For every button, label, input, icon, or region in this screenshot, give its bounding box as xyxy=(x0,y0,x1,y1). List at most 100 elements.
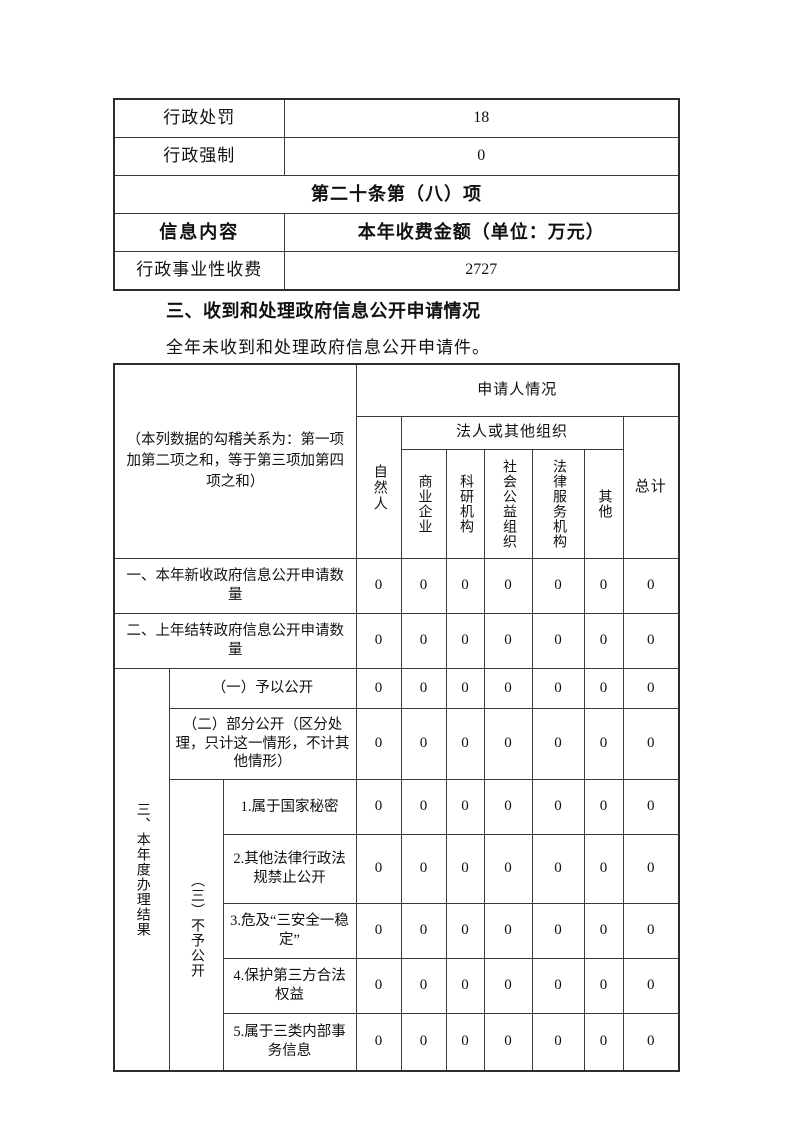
row-value-admin-fee: 2727 xyxy=(283,251,680,291)
cell-internal-commercial: 0 xyxy=(400,1013,447,1072)
section-heading: 三、收到和处理政府信息公开申请情况 xyxy=(166,301,481,321)
cell-security-welfare: 0 xyxy=(483,903,533,959)
cell-internal-total: 0 xyxy=(622,1013,680,1072)
row-label-third-party-rights: 4.保护第三方合法权益 xyxy=(222,958,357,1014)
cell-new-received-commercial: 0 xyxy=(400,558,447,614)
article-20-item-8-title: 第二十条第（八）项 xyxy=(113,175,680,214)
row-value-admin-penalty: 18 xyxy=(283,98,680,138)
cell-partial-total: 0 xyxy=(622,708,680,780)
row-label-state-secret: 1.属于国家秘密 xyxy=(222,779,357,835)
cell-partial-research: 0 xyxy=(445,708,485,780)
row-label-law-prohibited: 2.其他法律行政法规禁止公开 xyxy=(222,834,357,904)
table-row-carried-over: 二、上年结转政府信息公开申请数量 0 0 0 0 0 0 0 xyxy=(113,613,680,669)
column-header-fee-amount: 本年收费金额（单位：万元） xyxy=(283,213,680,252)
cell-internal-natural: 0 xyxy=(355,1013,402,1072)
column-header-info-content: 信息内容 xyxy=(113,213,285,252)
cell-internal-research: 0 xyxy=(445,1013,485,1072)
header-legal-service-institution: 法律服务机构 xyxy=(531,449,585,559)
cell-prohibited-research: 0 xyxy=(445,834,485,904)
cell-internal-other: 0 xyxy=(583,1013,624,1072)
cell-secret-research: 0 xyxy=(445,779,485,835)
cell-carried-over-legal: 0 xyxy=(531,613,585,669)
cell-secret-other: 0 xyxy=(583,779,624,835)
cell-thirdparty-natural: 0 xyxy=(355,958,402,1014)
table-row-not-disclosed-5: 5.属于三类内部事务信息 0 0 0 0 0 0 0 xyxy=(114,1013,680,1072)
cell-new-received-research: 0 xyxy=(445,558,485,614)
cell-thirdparty-total: 0 xyxy=(622,958,680,1014)
group-label-not-disclosed: （三）不予公开 xyxy=(168,779,224,1072)
header-applicant-situation: 申请人情况 xyxy=(355,363,680,417)
group-label-processing-results: 三、本年度办理结果 xyxy=(113,668,170,1072)
cell-disclosed-natural: 0 xyxy=(355,668,402,709)
cell-partial-natural: 0 xyxy=(355,708,402,780)
row-label-disclosed: （一）予以公开 xyxy=(168,668,357,709)
table-row-not-disclosed-3: 3.危及“三安全一稳定” 0 0 0 0 0 0 0 xyxy=(114,903,680,959)
table-row-new-received: 一、本年新收政府信息公开申请数量 0 0 0 0 0 0 0 xyxy=(113,558,680,614)
table-header-row-3: 商业企业 科研机构 社会公益组织 法律服务机构 其他 xyxy=(114,449,679,559)
table-row-section-title: 第二十条第（八）项 xyxy=(113,175,680,214)
cell-carried-over-commercial: 0 xyxy=(400,613,447,669)
cell-internal-legal: 0 xyxy=(531,1013,585,1072)
cell-partial-commercial: 0 xyxy=(400,708,447,780)
cell-partial-other: 0 xyxy=(583,708,624,780)
table-row-not-disclosed-2: 2.其他法律行政法规禁止公开 0 0 0 0 0 0 0 xyxy=(114,834,680,904)
header-total: 总计 xyxy=(622,416,680,559)
cell-disclosed-other: 0 xyxy=(583,668,624,709)
table-row-not-disclosed-1: （三）不予公开 1.属于国家秘密 0 0 0 0 0 0 0 xyxy=(114,779,680,1072)
row-label-new-received: 一、本年新收政府信息公开申请数量 xyxy=(113,558,357,614)
cell-security-total: 0 xyxy=(622,903,680,959)
cell-thirdparty-welfare: 0 xyxy=(483,958,533,1014)
cell-new-received-other: 0 xyxy=(583,558,624,614)
row-label-admin-penalty: 行政处罚 xyxy=(113,98,285,138)
cell-secret-commercial: 0 xyxy=(400,779,447,835)
table-row-not-disclosed-4: 4.保护第三方合法权益 0 0 0 0 0 0 0 xyxy=(114,958,680,1014)
table-header-row-2: 自然人 法人或其他组织 总计 xyxy=(114,416,680,559)
cell-new-received-welfare: 0 xyxy=(483,558,533,614)
row-label-internal-affairs: 5.属于三类内部事务信息 xyxy=(222,1013,357,1072)
table-header-row-1: （本列数据的勾稽关系为：第一项加第二项之和，等于第三项加第四项之和） 申请人情况 xyxy=(113,363,680,559)
header-natural-person: 自然人 xyxy=(355,416,402,559)
table-row-disclosed: 三、本年度办理结果 （一）予以公开 0 0 0 0 0 0 0 xyxy=(113,668,680,1072)
cell-carried-over-total: 0 xyxy=(622,613,680,669)
section-paragraph: 全年未收到和处理政府信息公开申请件。 xyxy=(166,338,490,357)
cell-thirdparty-commercial: 0 xyxy=(400,958,447,1014)
cell-partial-welfare: 0 xyxy=(483,708,533,780)
cell-prohibited-natural: 0 xyxy=(355,834,402,904)
table-row-header: 信息内容 本年收费金额（单位：万元） xyxy=(113,213,680,252)
header-other: 其他 xyxy=(583,449,624,559)
row-label-partially-disclosed: （二）部分公开（区分处理，只计这一情形，不计其他情形） xyxy=(168,708,357,780)
cell-new-received-total: 0 xyxy=(622,558,680,614)
header-commercial-enterprise: 商业企业 xyxy=(400,449,447,559)
cell-new-received-legal: 0 xyxy=(531,558,585,614)
cell-disclosed-legal: 0 xyxy=(531,668,585,709)
cell-prohibited-legal: 0 xyxy=(531,834,585,904)
cell-prohibited-welfare: 0 xyxy=(483,834,533,904)
cell-prohibited-total: 0 xyxy=(622,834,680,904)
cell-secret-legal: 0 xyxy=(531,779,585,835)
cell-security-natural: 0 xyxy=(355,903,402,959)
table-row: 行政事业性收费 2727 xyxy=(113,251,680,291)
table-row-partially-disclosed: （二）部分公开（区分处理，只计这一情形，不计其他情形） 0 0 0 0 0 0 … xyxy=(114,708,680,780)
header-social-welfare-organization: 社会公益组织 xyxy=(483,449,533,559)
header-legal-entity-group: 法人或其他组织 xyxy=(400,416,624,450)
cell-disclosed-total: 0 xyxy=(622,668,680,709)
cell-thirdparty-legal: 0 xyxy=(531,958,585,1014)
cell-security-other: 0 xyxy=(583,903,624,959)
table-row: 行政强制 0 xyxy=(113,137,680,176)
cell-partial-legal: 0 xyxy=(531,708,585,780)
row-label-admin-coercion: 行政强制 xyxy=(113,137,285,176)
row-label-carried-over: 二、上年结转政府信息公开申请数量 xyxy=(113,613,357,669)
cell-secret-welfare: 0 xyxy=(483,779,533,835)
cell-thirdparty-other: 0 xyxy=(583,958,624,1014)
application-statistics-table: （本列数据的勾稽关系为：第一项加第二项之和，等于第三项加第四项之和） 申请人情况… xyxy=(113,363,681,1072)
cell-carried-over-natural: 0 xyxy=(355,613,402,669)
cell-carried-over-research: 0 xyxy=(445,613,485,669)
cell-security-research: 0 xyxy=(445,903,485,959)
cell-internal-welfare: 0 xyxy=(483,1013,533,1072)
row-value-admin-coercion: 0 xyxy=(283,137,680,176)
cell-secret-total: 0 xyxy=(622,779,680,835)
cell-security-legal: 0 xyxy=(531,903,585,959)
cell-prohibited-commercial: 0 xyxy=(400,834,447,904)
reconciliation-note: （本列数据的勾稽关系为：第一项加第二项之和，等于第三项加第四项之和） xyxy=(113,363,357,559)
cell-carried-over-welfare: 0 xyxy=(483,613,533,669)
